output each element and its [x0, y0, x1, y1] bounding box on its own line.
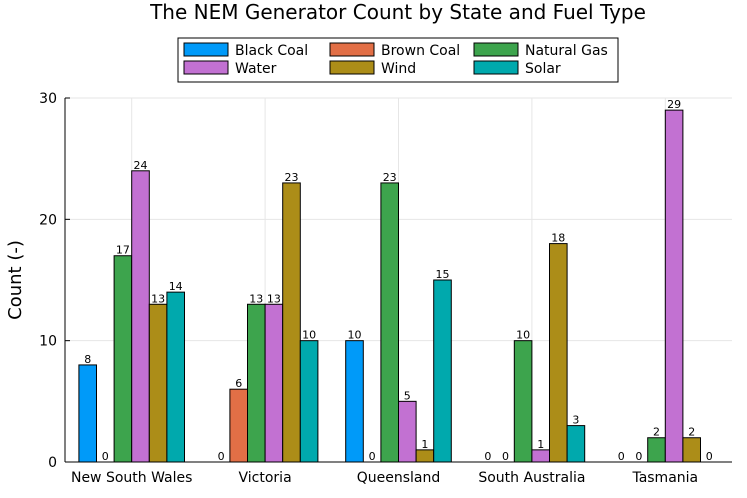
data-label: 13	[249, 292, 263, 305]
data-label: 0	[218, 450, 225, 463]
y-tick-labels: 0 10 20 30	[39, 91, 57, 471]
bar	[131, 170, 150, 463]
data-label: 0	[635, 450, 642, 463]
legend-label: Wind	[381, 61, 416, 77]
bar	[513, 340, 533, 463]
data-label: 10	[516, 329, 530, 342]
data-label: 13	[151, 292, 165, 305]
data-label: 5	[404, 389, 411, 402]
data-label: 1	[537, 438, 544, 451]
legend-swatch	[183, 60, 229, 75]
data-label: 15	[436, 268, 450, 281]
bar	[549, 243, 568, 463]
bars	[78, 109, 702, 463]
data-label: 14	[169, 280, 183, 293]
data-label: 18	[551, 232, 565, 245]
x-tick-label: Queensland	[357, 470, 441, 486]
data-label: 3	[572, 414, 579, 427]
bar	[166, 291, 185, 463]
data-label: 8	[84, 353, 91, 366]
data-label: 0	[484, 450, 491, 463]
data-label: 0	[102, 450, 109, 463]
legend-swatch	[183, 42, 229, 57]
y-tick-label: 20	[39, 212, 57, 228]
data-label: 0	[369, 450, 376, 463]
data-label: 29	[667, 98, 681, 111]
x-tick-label: Victoria	[239, 470, 292, 486]
data-label: 23	[383, 171, 397, 184]
bar	[247, 303, 266, 463]
bar	[264, 303, 284, 463]
data-label: 2	[653, 426, 660, 439]
bar	[148, 303, 168, 463]
data-label: 24	[134, 159, 148, 172]
data-label: 1	[421, 438, 428, 451]
legend-box	[177, 37, 619, 83]
data-label: 0	[618, 450, 625, 463]
bar	[531, 449, 551, 463]
bar	[415, 449, 435, 463]
data-label: 0	[502, 450, 509, 463]
legend-swatch	[473, 60, 519, 75]
bar	[566, 425, 586, 463]
legend: Black Coal Brown Coal Natural Gas Water Wind…	[177, 37, 619, 83]
y-tick-label: 0	[48, 455, 57, 471]
data-label: 2	[688, 426, 695, 439]
bar	[398, 400, 417, 463]
legend-label: Solar	[525, 61, 561, 77]
legend-swatch	[329, 60, 375, 75]
bar	[113, 255, 133, 463]
bar	[229, 388, 248, 463]
legend-label: Natural Gas	[525, 43, 608, 59]
x-tick-label: New South Wales	[71, 470, 192, 486]
data-label: 17	[116, 244, 130, 257]
y-axis-label: Count (-)	[5, 240, 26, 320]
legend-swatch	[329, 42, 375, 57]
bar	[647, 437, 666, 463]
data-label: 23	[285, 171, 299, 184]
legend-label: Brown Coal	[381, 43, 460, 59]
x-tick-labels: New South Wales Victoria Queensland South A…	[71, 470, 698, 486]
data-label: 0	[706, 450, 713, 463]
y-tick-label: 30	[39, 91, 57, 107]
legend-swatch	[473, 42, 519, 57]
bar	[78, 364, 98, 463]
legend-label: Black Coal	[235, 43, 308, 59]
data-label: 13	[267, 292, 281, 305]
x-tick-label: Tasmania	[631, 470, 698, 486]
bar	[433, 279, 452, 463]
legend-label: Water	[235, 61, 277, 77]
bar	[682, 437, 702, 463]
x-tick-label: South Australia	[478, 470, 585, 486]
bar	[345, 340, 364, 463]
bar	[299, 340, 319, 463]
bar	[380, 182, 399, 463]
data-label: 10	[302, 329, 316, 342]
chart-title: The NEM Generator Count by State and Fue…	[149, 0, 646, 24]
data-label: 6	[235, 377, 242, 390]
bar	[664, 109, 684, 463]
y-tick-label: 10	[39, 334, 57, 350]
bar	[282, 182, 301, 463]
data-label: 10	[348, 329, 362, 342]
